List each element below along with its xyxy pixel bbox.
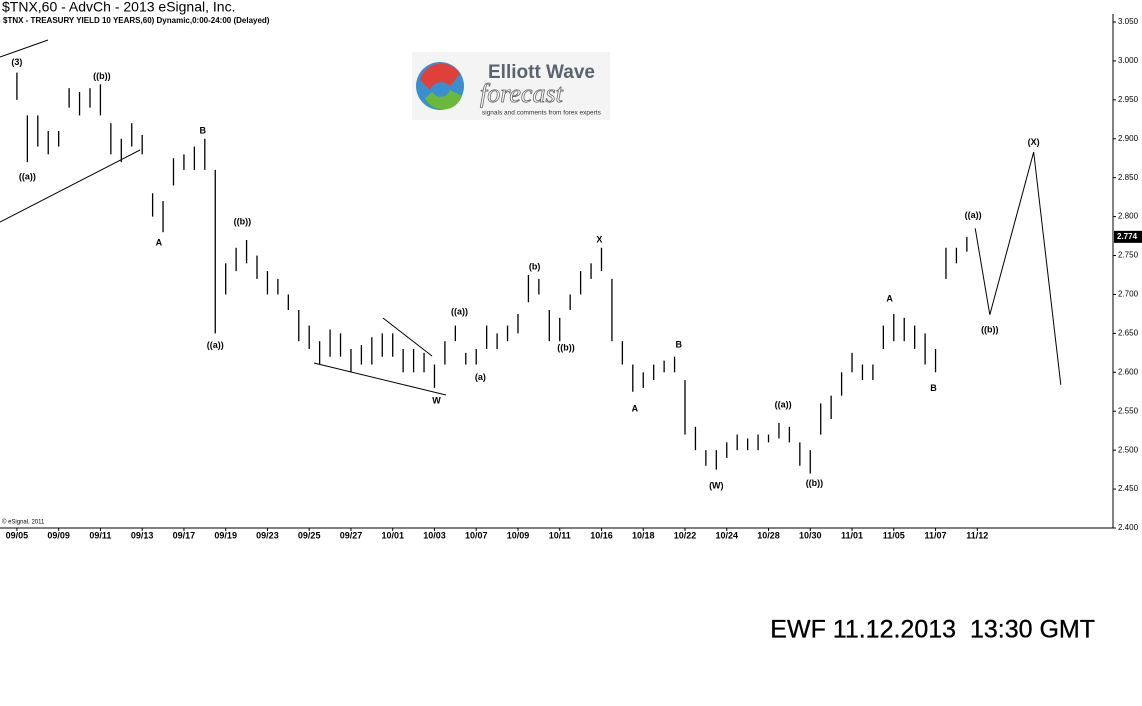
wave-label: W bbox=[432, 395, 441, 405]
y-tick-label: 2.550 bbox=[1118, 406, 1139, 415]
wave-label: (3) bbox=[11, 57, 22, 67]
wave-label: B bbox=[199, 125, 206, 135]
wave-label: ((b)) bbox=[557, 343, 575, 353]
y-tick-label: 2.650 bbox=[1118, 328, 1139, 337]
trendline bbox=[382, 317, 433, 357]
wave-label: ((a)) bbox=[207, 340, 224, 350]
logo-subtitle: forecast bbox=[480, 79, 564, 108]
wave-label: (a) bbox=[475, 372, 486, 382]
y-tick-label: 2.850 bbox=[1118, 173, 1139, 182]
logo-title: Elliott Wave bbox=[488, 62, 595, 83]
x-tick-label: 09/09 bbox=[47, 530, 70, 540]
x-tick-label: 10/07 bbox=[465, 530, 488, 540]
y-tick-label: 2.700 bbox=[1118, 290, 1139, 299]
x-tick-label: 10/28 bbox=[757, 530, 780, 540]
wave-label: B bbox=[675, 339, 682, 349]
wave-label: B bbox=[930, 383, 937, 393]
wave-label: ((b)) bbox=[93, 71, 111, 81]
x-tick-label: 10/01 bbox=[381, 530, 404, 540]
x-tick-label: 10/30 bbox=[799, 530, 822, 540]
x-tick-label: 10/24 bbox=[715, 530, 738, 540]
x-tick-label: 11/01 bbox=[841, 530, 863, 540]
chart-subtitle: $TNX - TREASURY YIELD 10 YEARS,60) Dynam… bbox=[3, 16, 270, 25]
x-tick-label: 10/03 bbox=[423, 530, 446, 540]
wave-label: (b) bbox=[529, 262, 541, 272]
y-tick-label: 2.600 bbox=[1118, 367, 1139, 376]
x-tick-label: 10/22 bbox=[674, 530, 697, 540]
logo-tagline: signals and comments from forex experts bbox=[482, 110, 602, 117]
x-tick-label: 09/19 bbox=[214, 530, 237, 540]
logo-swirl bbox=[420, 63, 460, 90]
y-tick-label: 2.900 bbox=[1118, 134, 1139, 143]
y-tick-label: 2.800 bbox=[1118, 212, 1139, 221]
x-tick-label: 10/18 bbox=[632, 530, 655, 540]
trendline bbox=[0, 39, 49, 58]
wave-label: ((b)) bbox=[806, 478, 824, 488]
x-tick-label: 09/23 bbox=[256, 530, 279, 540]
x-tick-label: 10/11 bbox=[549, 530, 571, 540]
wave-label: ((a)) bbox=[19, 171, 36, 181]
trendline bbox=[313, 362, 447, 396]
y-tick-label: 3.050 bbox=[1118, 17, 1139, 26]
x-tick-label: 11/05 bbox=[883, 530, 905, 540]
x-tick-label: 09/13 bbox=[131, 530, 154, 540]
y-tick-label: 2.750 bbox=[1118, 251, 1139, 260]
wave-label: A bbox=[886, 294, 893, 304]
wave-label: ((a)) bbox=[775, 399, 792, 409]
wave-label: X bbox=[596, 234, 602, 244]
wave-label: (W) bbox=[709, 480, 724, 490]
x-tick-label: 10/09 bbox=[507, 530, 530, 540]
wave-label: ((b)) bbox=[981, 325, 999, 335]
logo: Elliott Wave forecast signals and commen… bbox=[412, 52, 610, 120]
wave-label: (X) bbox=[1028, 137, 1040, 147]
x-tick-label: 09/27 bbox=[340, 530, 363, 540]
y-tick-label: 2.950 bbox=[1118, 95, 1139, 104]
x-tick-label: 11/12 bbox=[966, 530, 988, 540]
projection-line bbox=[974, 151, 1062, 385]
copyright: © eSignal, 2011 bbox=[2, 519, 45, 526]
x-tick-label: 09/25 bbox=[298, 530, 321, 540]
wave-label: ((a)) bbox=[965, 210, 982, 220]
y-tick-label: 2.450 bbox=[1118, 484, 1139, 493]
x-tick-label: 10/16 bbox=[590, 530, 613, 540]
last-price-box bbox=[1114, 230, 1142, 243]
x-tick-label: 11/07 bbox=[925, 530, 947, 540]
wave-label: A bbox=[156, 237, 163, 247]
x-tick-label: 09/05 bbox=[6, 530, 29, 540]
y-tick-label: 2.500 bbox=[1118, 445, 1139, 454]
y-tick-label: 3.000 bbox=[1118, 56, 1139, 65]
x-tick-label: 09/11 bbox=[89, 530, 111, 540]
logo-swirl bbox=[425, 90, 462, 110]
last-price-label: 2.774 bbox=[1117, 232, 1138, 241]
chart-title: $TNX,60 - AdvCh - 2013 eSignal, Inc. bbox=[2, 0, 235, 15]
trendline bbox=[0, 149, 141, 223]
wave-label: ((b)) bbox=[234, 216, 252, 226]
wave-label: A bbox=[632, 403, 639, 413]
wave-label: ((a)) bbox=[451, 307, 468, 317]
x-tick-label: 09/17 bbox=[173, 530, 196, 540]
y-tick-label: 2.400 bbox=[1118, 523, 1139, 532]
footer: EWF 11.12.2013 13:30 GMT bbox=[770, 616, 1095, 644]
